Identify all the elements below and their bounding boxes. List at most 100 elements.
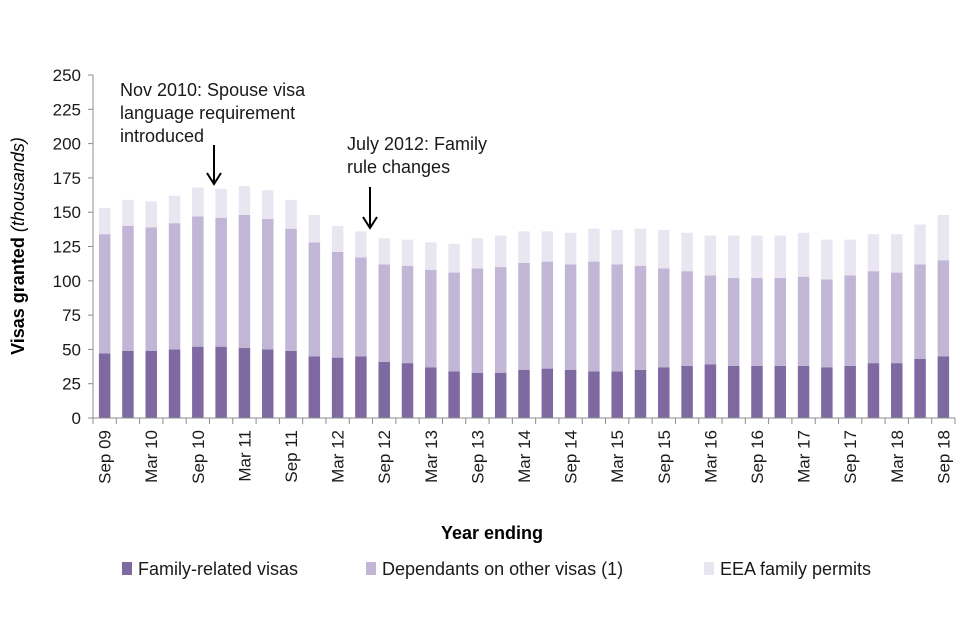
bar-segment-dependants: [401, 265, 414, 364]
bar-segment-family: [355, 356, 367, 418]
bar-segment-eea: [261, 190, 274, 220]
bar-segment-eea: [168, 195, 181, 224]
y-axis-title: Visas granted (thousands): [8, 137, 28, 355]
bar-segment-family: [727, 365, 740, 418]
bar-segment-family: [867, 363, 880, 418]
bar-segment-eea: [448, 243, 460, 273]
x-tick-label: Mar 15: [608, 430, 627, 483]
bar-segment-dependants: [122, 225, 134, 351]
bar-segment-dependants: [308, 242, 321, 357]
annotation-text: July 2012: Family: [347, 134, 487, 154]
bar-segment-eea: [122, 199, 134, 226]
legend-swatch: [366, 562, 376, 575]
bar-segment-dependants: [914, 264, 926, 360]
bar-segment-family: [774, 365, 787, 418]
x-tick-label: Mar 10: [142, 430, 161, 483]
bar-segment-eea: [867, 234, 880, 272]
annotation-arrow-head: [206, 172, 222, 186]
y-tick-label: 250: [53, 66, 81, 85]
bar-segment-dependants: [425, 269, 437, 368]
x-tick-label: Sep 10: [189, 430, 208, 484]
x-ticks: Sep 09 Mar 10 Sep 10 Mar 11 Sep 11 Mar 12 Sep …: [92, 418, 956, 484]
annotation-text: introduced: [120, 126, 204, 146]
bar-segment-family: [797, 365, 810, 418]
x-tick-label: Mar 12: [329, 430, 348, 483]
legend-label: Family-related visas: [138, 559, 298, 579]
bar-segment-eea: [355, 231, 367, 258]
x-tick-label: Sep 13: [468, 430, 487, 484]
bar-segment-dependants: [751, 278, 763, 366]
bar-segment-eea: [541, 231, 554, 262]
bar-segment-dependants: [774, 278, 787, 366]
legend-label: Dependants on other visas (1): [382, 559, 623, 579]
bar-segment-family: [611, 371, 623, 418]
bar-segment-family: [634, 369, 647, 418]
bar-segment-eea: [308, 214, 321, 243]
bar-segment-eea: [844, 239, 856, 276]
y-tick-label: 50: [62, 340, 81, 359]
y-tick-label: 25: [62, 375, 81, 394]
bar-segment-dependants: [261, 219, 274, 350]
bar-segment-family: [215, 346, 227, 418]
y-axis-title-main: Visas granted: [8, 237, 28, 355]
bar-segment-eea: [821, 239, 833, 280]
x-tick-label: Mar 16: [701, 430, 720, 483]
bar-segment-dependants: [891, 272, 903, 364]
bar-segment-dependants: [937, 260, 950, 357]
bar-segment-family: [192, 346, 204, 418]
bar-segment-dependants: [564, 264, 577, 370]
bar-segment-family: [681, 365, 693, 418]
bar-segment-eea: [145, 201, 157, 228]
bar-segment-dependants: [494, 267, 507, 373]
bar-segment-eea: [634, 228, 647, 266]
bar-segment-dependants: [215, 217, 227, 347]
bar-segment-dependants: [471, 268, 484, 373]
bar-segment-eea: [378, 238, 390, 265]
x-tick-label: Sep 18: [934, 430, 953, 484]
y-tick-label: 125: [53, 238, 81, 257]
bar-segment-family: [751, 365, 763, 418]
bar-segment-eea: [751, 235, 763, 279]
bar-segment-eea: [891, 234, 903, 273]
y-tick-label: 200: [53, 135, 81, 154]
bar-segment-dependants: [704, 275, 717, 365]
bar-segment-family: [238, 348, 251, 418]
x-tick-label: Sep 15: [655, 430, 674, 484]
bar-segment-dependants: [518, 262, 530, 370]
y-tick-label: 100: [53, 272, 81, 291]
bar-segment-dependants: [588, 261, 600, 372]
bar-segment-eea: [215, 188, 227, 218]
bar-segment-family: [658, 367, 670, 418]
bar-segment-eea: [797, 232, 810, 277]
annotation-text: Nov 2010: Spouse visa: [120, 80, 306, 100]
bar-segment-family: [122, 350, 134, 418]
bar-segment-family: [378, 361, 390, 418]
bar-segment-family: [308, 356, 321, 418]
bar-segment-family: [937, 356, 950, 418]
bar-segment-family: [401, 363, 414, 418]
bar-segment-family: [844, 365, 856, 418]
x-tick-label: Sep 14: [562, 430, 581, 484]
bar-segment-dependants: [797, 276, 810, 366]
legend-item: EEA family permits: [704, 559, 871, 579]
bar-segment-eea: [681, 232, 693, 272]
x-axis-title: Year ending: [441, 523, 543, 543]
bar-segment-eea: [937, 214, 950, 261]
x-tick-label: Sep 09: [96, 430, 115, 484]
annotation: July 2012: Family rule changes: [347, 134, 487, 230]
bar-segment-family: [168, 349, 181, 418]
bar-segment-dependants: [867, 271, 880, 364]
bar-segment-dependants: [355, 257, 367, 357]
annotation: Nov 2010: Spouse visa language requiremen…: [120, 80, 306, 186]
annotation-arrow-head: [362, 216, 378, 230]
bar-segment-eea: [611, 230, 623, 265]
bar-segment-eea: [588, 228, 600, 262]
bar-segment-dependants: [168, 223, 181, 350]
y-tick-label: 225: [53, 100, 81, 119]
bar-segment-family: [261, 349, 274, 418]
bar-segment-family: [494, 372, 507, 418]
bar-segment-family: [285, 350, 297, 418]
bar-segment-eea: [704, 235, 717, 276]
bar-segment-dependants: [448, 272, 460, 372]
